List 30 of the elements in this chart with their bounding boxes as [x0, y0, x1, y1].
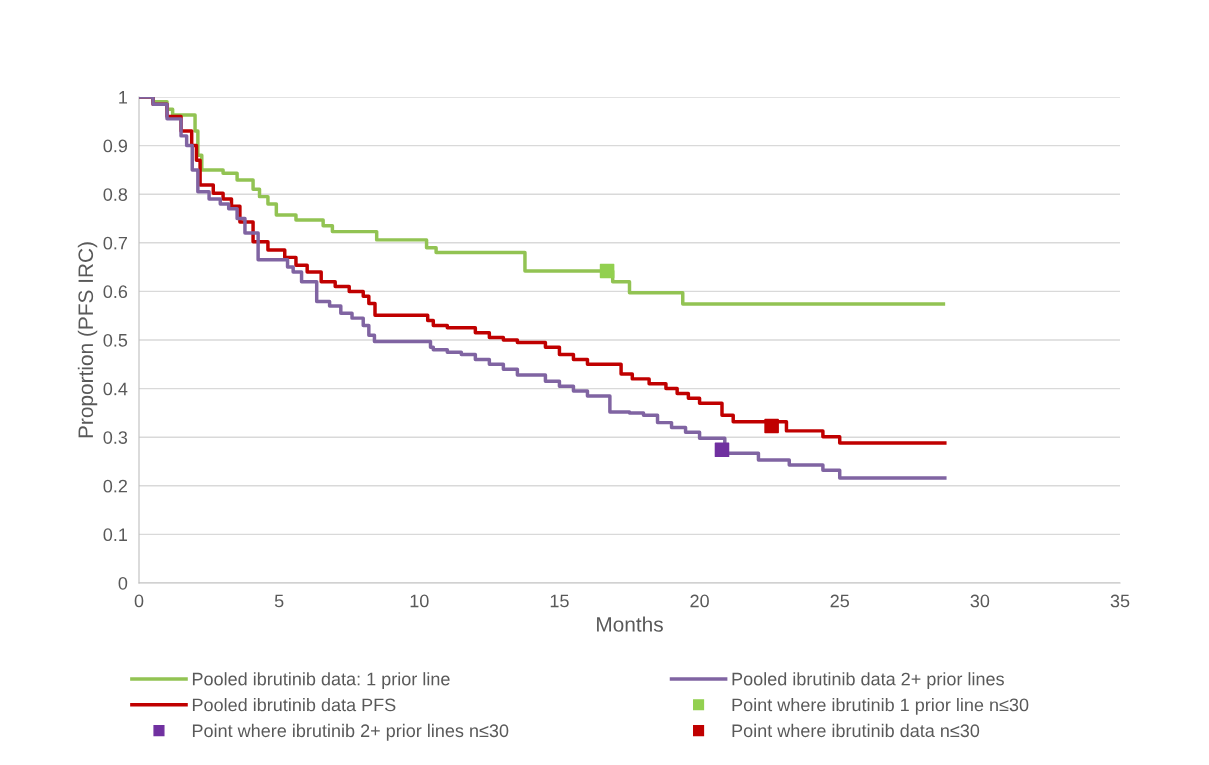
y-axis-title: Proportion (PFS IRC): [77, 242, 98, 438]
x-tick-label: 35: [1110, 594, 1130, 608]
y-tick-label: 0.4: [103, 382, 128, 396]
x-tick-label: 10: [410, 594, 429, 608]
x-tick-label: 0: [134, 594, 144, 608]
x-tick-label: 20: [690, 594, 709, 608]
legend-label: Point where ibrutinib 2+ prior lines n≤30: [192, 723, 509, 741]
y-tick-label: 0.6: [103, 285, 128, 299]
legend-label: Pooled ibrutinib data: 1 prior line: [192, 672, 450, 689]
x-tick-label: 30: [970, 594, 990, 608]
legend-label: Point where ibrutinib 1 prior line n≤30: [732, 698, 1029, 715]
y-tick-label: 0.9: [103, 139, 128, 153]
legend-label: Point where ibrutinib data n≤30: [732, 723, 980, 738]
x-tick-label: 15: [550, 594, 569, 608]
legend-label: Pooled ibrutinib data 2+ prior lines: [732, 672, 1004, 689]
point: [599, 263, 615, 279]
y-tick-label: 0.2: [103, 479, 127, 493]
y-tick-label: 1: [119, 91, 128, 104]
y-tick-label: 0.5: [103, 333, 128, 347]
y-tick-label: 0: [118, 576, 128, 590]
y-tick-label: 0.8: [103, 188, 128, 201]
x-tick-label: 25: [830, 594, 849, 608]
x-tick-label: 5: [274, 594, 284, 608]
point: [764, 418, 779, 434]
y-tick-label: 0.3: [103, 431, 128, 444]
legend-label: Pooled ibrutinib data PFS: [192, 698, 396, 712]
y-tick-label: 0.1: [103, 528, 128, 542]
point: [714, 442, 730, 458]
x-axis-title: Months: [597, 616, 663, 632]
y-tick-label: 0.7: [103, 236, 127, 250]
